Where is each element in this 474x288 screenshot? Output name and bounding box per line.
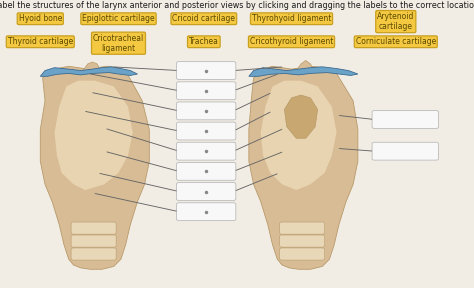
- FancyBboxPatch shape: [71, 235, 116, 247]
- Polygon shape: [284, 95, 318, 138]
- FancyBboxPatch shape: [176, 122, 236, 140]
- Text: Trachea: Trachea: [189, 37, 219, 46]
- Polygon shape: [249, 66, 358, 269]
- FancyBboxPatch shape: [71, 222, 116, 234]
- Text: Arytenoid
cartilage: Arytenoid cartilage: [377, 12, 414, 31]
- Text: Cricotracheal
ligament: Cricotracheal ligament: [93, 33, 144, 53]
- FancyBboxPatch shape: [176, 203, 236, 221]
- Text: Cricothyroid ligament: Cricothyroid ligament: [250, 37, 333, 46]
- Text: Corniculate cartilage: Corniculate cartilage: [356, 37, 436, 46]
- FancyBboxPatch shape: [176, 162, 236, 180]
- Polygon shape: [83, 62, 100, 71]
- Polygon shape: [261, 81, 337, 190]
- Polygon shape: [55, 81, 133, 190]
- Polygon shape: [40, 67, 137, 76]
- FancyBboxPatch shape: [176, 82, 236, 100]
- FancyBboxPatch shape: [280, 248, 325, 260]
- FancyBboxPatch shape: [280, 222, 325, 234]
- Text: Thyroid cartilage: Thyroid cartilage: [8, 37, 73, 46]
- Polygon shape: [249, 67, 358, 76]
- Polygon shape: [40, 66, 149, 269]
- Text: Epiglottic cartilage: Epiglottic cartilage: [82, 14, 155, 23]
- FancyBboxPatch shape: [372, 111, 438, 128]
- Text: Cricoid cartilage: Cricoid cartilage: [173, 14, 235, 23]
- FancyBboxPatch shape: [176, 62, 236, 79]
- FancyBboxPatch shape: [71, 248, 116, 260]
- FancyBboxPatch shape: [280, 235, 325, 247]
- FancyBboxPatch shape: [176, 102, 236, 120]
- FancyBboxPatch shape: [176, 183, 236, 200]
- Polygon shape: [296, 60, 313, 71]
- Text: Thyrohyoid ligament: Thyrohyoid ligament: [252, 14, 331, 23]
- FancyBboxPatch shape: [372, 142, 438, 160]
- FancyBboxPatch shape: [176, 142, 236, 160]
- Text: Label the structures of the larynx anterior and posterior views by clicking and : Label the structures of the larynx anter…: [0, 1, 474, 10]
- Text: Hyoid bone: Hyoid bone: [18, 14, 62, 23]
